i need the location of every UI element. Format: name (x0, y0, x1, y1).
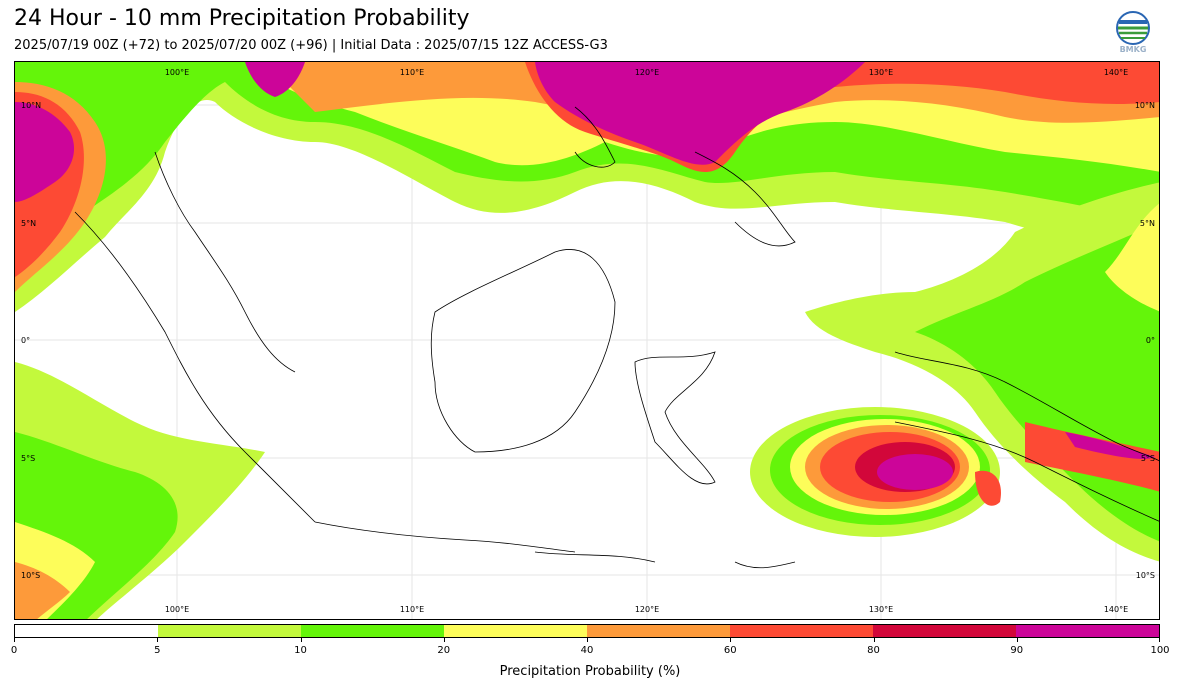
colorbar-segment (587, 625, 730, 637)
colorbar-tick-label: 5 (154, 645, 161, 656)
lat-label: 10°N (21, 101, 41, 110)
colorbar-tick-mark (1016, 638, 1018, 642)
colorbar-segment (15, 625, 158, 637)
lat-labels-right: 10°N 5°N 0° 5°S 10°S (1135, 101, 1155, 580)
colorbar-tick-mark (443, 638, 445, 642)
lon-labels-top: 100°E 110°E 120°E 130°E 140°E (165, 68, 1128, 77)
lat-label: 5°S (1141, 454, 1155, 463)
lon-label: 120°E (635, 605, 659, 614)
lon-label: 130°E (869, 68, 893, 77)
lon-label: 100°E (165, 68, 189, 77)
lon-label: 100°E (165, 605, 189, 614)
lat-label: 0° (1146, 336, 1155, 345)
colorbar-tick-label: 90 (1010, 645, 1024, 656)
lat-label: 5°N (1140, 219, 1155, 228)
precipitation-map[interactable]: 100°E 110°E 120°E 130°E 140°E 100°E 110°… (14, 61, 1160, 620)
coastlines (74, 106, 1159, 569)
colorbar-tick-label: 60 (723, 645, 737, 656)
colorbar-tick-mark (587, 638, 588, 642)
colorbar-tick-mark (157, 638, 159, 642)
colorbar-segment (1016, 625, 1159, 637)
logo-text: BMKG (1119, 45, 1147, 54)
colorbar-tick-label: 100 (1150, 645, 1170, 656)
lon-label: 130°E (869, 605, 893, 614)
colorbar-segment (444, 625, 587, 637)
lon-label: 110°E (400, 605, 424, 614)
colorbar-tick-mark (300, 638, 302, 642)
colorbar-tick-label: 10 (294, 645, 307, 656)
lat-label: 10°S (1136, 571, 1155, 580)
colorbar-label: Precipitation Probability (%) (499, 664, 681, 679)
colorbar-segment (873, 625, 1016, 637)
lat-label: 10°S (21, 571, 40, 580)
colorbar-tick-label: 0 (10, 645, 18, 656)
colorbar-tick-label: 80 (867, 645, 880, 656)
lon-label: 120°E (635, 68, 659, 77)
lon-label: 140°E (1104, 68, 1128, 77)
lon-label: 140°E (1104, 605, 1128, 614)
colorbar (14, 624, 1160, 638)
colorbar-segment (158, 625, 301, 637)
colorbar-tick-mark (873, 638, 875, 642)
colorbar-tick-mark (14, 638, 15, 642)
colorbar-segment (730, 625, 873, 637)
map-canvas: 100°E 110°E 120°E 130°E 140°E 100°E 110°… (15, 62, 1159, 619)
colorbar-tick-label: 40 (580, 645, 594, 656)
lon-label: 110°E (400, 68, 424, 77)
colorbar-tick-mark (1159, 638, 1160, 642)
lat-label: 5°N (21, 219, 36, 228)
lat-label: 5°S (21, 454, 35, 463)
probability-fields (15, 62, 1159, 619)
lon-labels-bottom: 100°E 110°E 120°E 130°E 140°E (165, 605, 1128, 614)
colorbar-tick-label: 20 (437, 645, 451, 656)
map-title: 24 Hour - 10 mm Precipitation Probabilit… (14, 6, 470, 31)
lat-label: 10°N (1135, 101, 1155, 110)
bmkg-logo (1113, 10, 1153, 56)
colorbar-tick-mark (730, 638, 732, 642)
map-subtitle: 2025/07/19 00Z (+72) to 2025/07/20 00Z (… (14, 38, 608, 53)
lat-label: 0° (21, 336, 30, 345)
lat-labels-left: 10°N 5°N 0° 5°S 10°S (21, 101, 41, 580)
colorbar-segment (301, 625, 444, 637)
